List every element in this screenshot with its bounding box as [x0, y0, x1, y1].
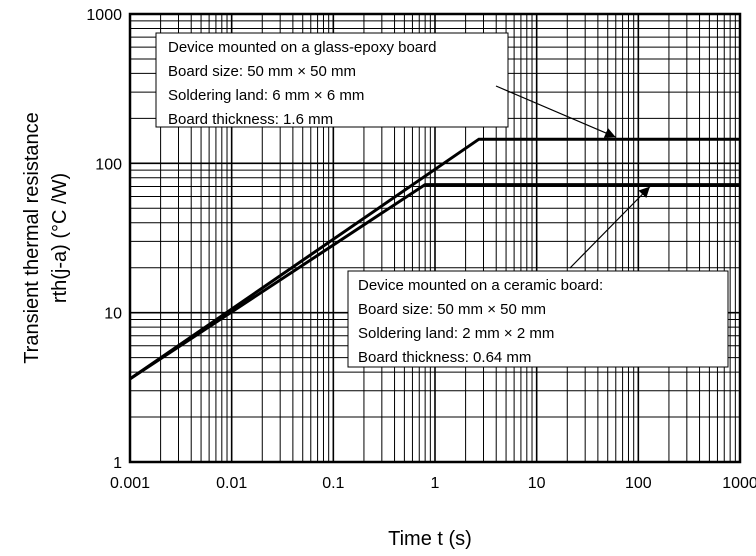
annotation-arrow-1	[495, 85, 617, 138]
annotation-box-2	[347, 270, 729, 368]
x-tick-label: 0.01	[216, 475, 247, 492]
annotations: Device mounted on a glass-epoxy board Boa…	[155, 32, 729, 368]
y-tick-labels: 1 10 100 1000	[86, 7, 122, 472]
annotation-1-line: Device mounted on a glass-epoxy board	[168, 39, 437, 56]
y-tick-label: 1000	[86, 7, 122, 24]
series-line-2	[129, 183, 740, 381]
x-tick-label: 0.001	[110, 475, 150, 492]
annotation-arrow-2	[569, 186, 651, 269]
plot-frame	[128, 12, 742, 464]
y-axis-label-line2: rth(j-a) (°C /W)	[49, 173, 71, 303]
x-tick-label: 1000	[722, 475, 756, 492]
series-group	[129, 137, 740, 381]
series-line-1	[129, 137, 740, 381]
y-tick-label: 100	[95, 156, 122, 173]
x-tick-label: 10	[528, 475, 546, 492]
annotation-2-line: Board thickness: 0.64 mm	[358, 349, 531, 366]
annotation-2-line: Device mounted on a ceramic board:	[358, 277, 603, 294]
y-tick-label: 10	[104, 306, 122, 323]
annotation-1-line: Board thickness: 1.6 mm	[168, 111, 333, 128]
x-axis-label: Time t (s)	[388, 528, 472, 550]
x-tick-label: 0.1	[322, 475, 344, 492]
x-tick-label: 100	[625, 475, 652, 492]
annotation-1-line: Board size: 50 mm × 50 mm	[168, 63, 356, 80]
y-tick-label: 1	[113, 455, 122, 472]
x-tick-label: 1	[431, 475, 440, 492]
y-axis-label-line1: Transient thermal resistance	[21, 112, 43, 364]
annotation-2-line: Board size: 50 mm × 50 mm	[358, 301, 546, 318]
annotation-2-line: Soldering land: 2 mm × 2 mm	[358, 325, 554, 342]
annotation-1-line: Soldering land: 6 mm × 6 mm	[168, 87, 364, 104]
x-tick-labels: 0.001 0.01 0.1 1 10 100 1000	[110, 475, 756, 492]
annotation-box-1	[155, 32, 509, 128]
